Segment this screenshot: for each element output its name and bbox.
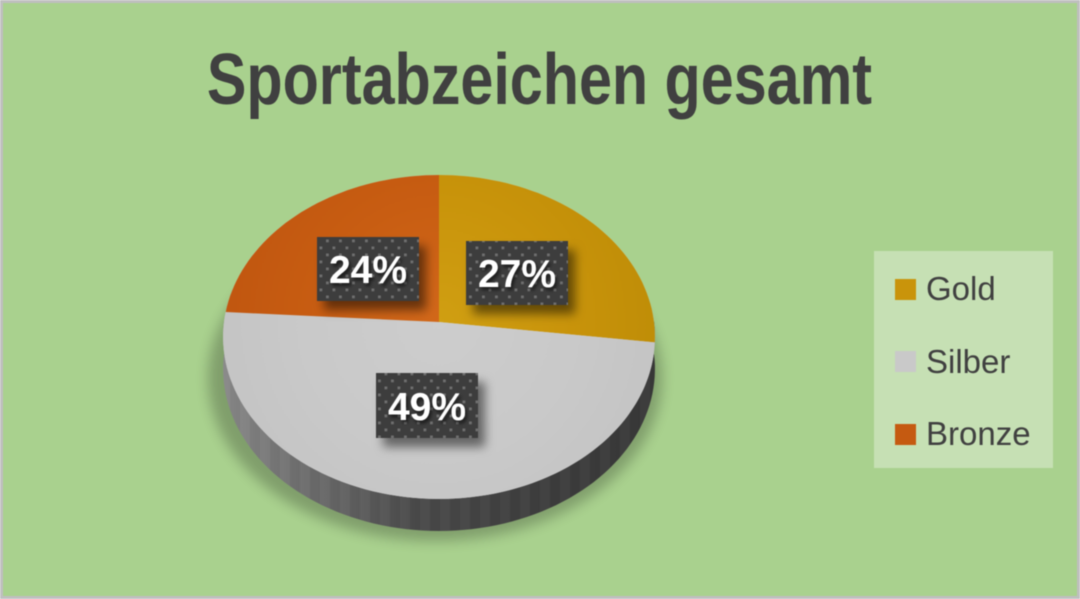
chart-legend: Gold Silber Bronze xyxy=(874,251,1053,468)
legend-label-silber: Silber xyxy=(926,342,1011,380)
data-label-bronze[interactable]: 24% xyxy=(317,237,419,301)
pie-rim xyxy=(223,321,655,531)
pie-slices xyxy=(223,175,655,499)
legend-item-gold[interactable]: Gold xyxy=(895,270,1053,307)
legend-item-bronze[interactable]: Bronze xyxy=(895,415,1053,452)
legend-label-gold: Gold xyxy=(926,270,996,307)
data-label-gold-text: 27% xyxy=(478,253,556,296)
data-label-gold[interactable]: 27% xyxy=(466,241,568,305)
legend-swatch-gold xyxy=(895,278,916,300)
legend-label-bronze: Bronze xyxy=(926,415,1031,452)
chart-title: Sportabzeichen gesamt xyxy=(206,40,873,120)
legend-swatch-bronze xyxy=(895,423,916,445)
legend-item-silber[interactable]: Silber xyxy=(895,342,1053,380)
data-label-silber[interactable]: 49% xyxy=(376,373,478,438)
data-label-silber-text: 49% xyxy=(388,386,466,429)
data-label-bronze-text: 24% xyxy=(329,249,407,292)
legend-swatch-silber xyxy=(895,351,916,372)
